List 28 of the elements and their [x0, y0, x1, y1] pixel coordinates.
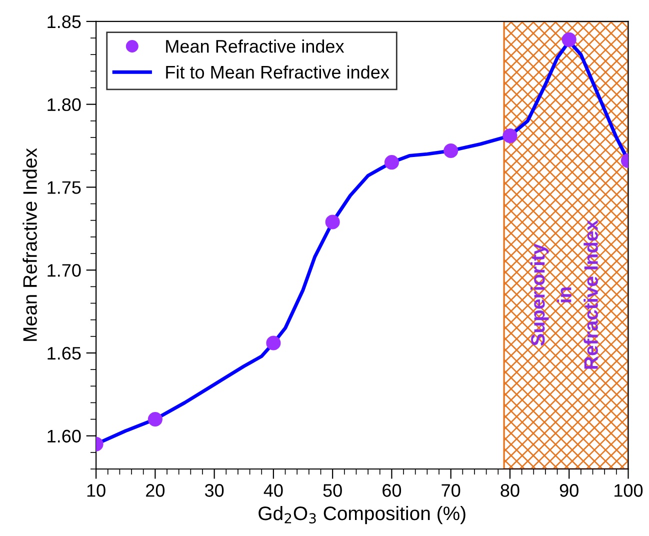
x-tick-label: 60	[382, 484, 402, 497]
y-tick-label: 1.80	[48, 98, 81, 112]
point	[444, 143, 458, 158]
x-tick-label: 30	[204, 484, 224, 497]
x-tick-label: 50	[323, 484, 342, 497]
point	[562, 32, 576, 47]
x-tick-label: 80	[500, 484, 520, 497]
point	[148, 412, 162, 427]
y-tick-label: 1.70	[48, 264, 81, 277]
y-tick-label: 1.85	[48, 15, 81, 28]
x-tick-label: 40	[264, 484, 283, 497]
y-tick-label: 1.60	[48, 430, 81, 443]
y-axis-title: Mean Refractive Index	[22, 148, 37, 341]
point	[502, 128, 518, 144]
x-tick-label: 100	[614, 484, 643, 497]
x-tick-label: 90	[560, 484, 578, 497]
x-tick-label: 20	[146, 484, 165, 497]
x-axis-title: Gd$_{2}$O$_{3}$ Composition (%)	[258, 506, 466, 524]
y-tick-label: 1.75	[48, 181, 81, 194]
x-tick-label: 70	[442, 484, 460, 497]
y-tick-label: 1.65	[48, 346, 81, 360]
point	[325, 214, 340, 230]
point	[266, 336, 281, 350]
x-tick-label: 10	[87, 484, 106, 497]
band-label: Superiority in Refractive Index	[530, 220, 598, 369]
legend-label: Fit to Mean Refractive index	[166, 65, 390, 79]
point	[384, 155, 399, 170]
legend-label: Mean Refractive index	[166, 39, 344, 53]
